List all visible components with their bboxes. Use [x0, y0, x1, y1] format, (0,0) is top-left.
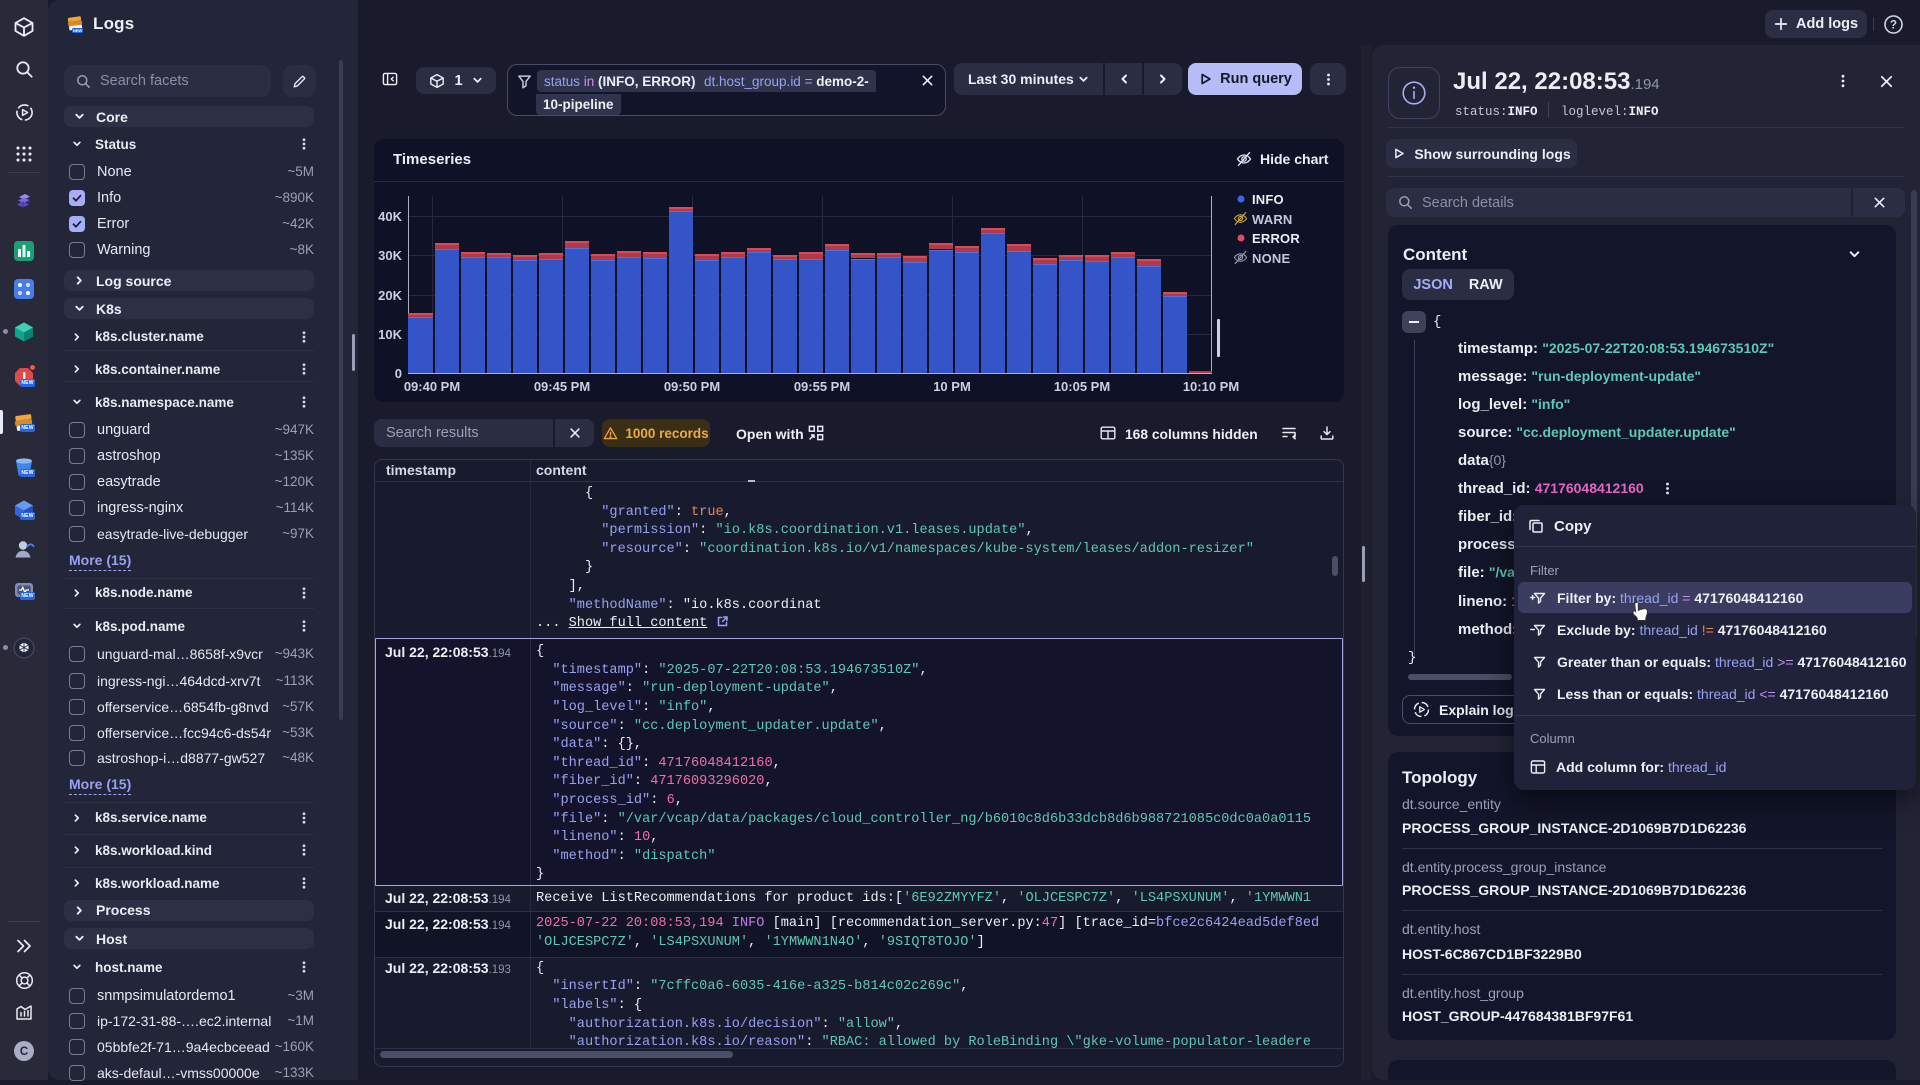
svg-text:?: ?: [1890, 19, 1897, 32]
svg-text:C: C: [20, 1046, 28, 1058]
